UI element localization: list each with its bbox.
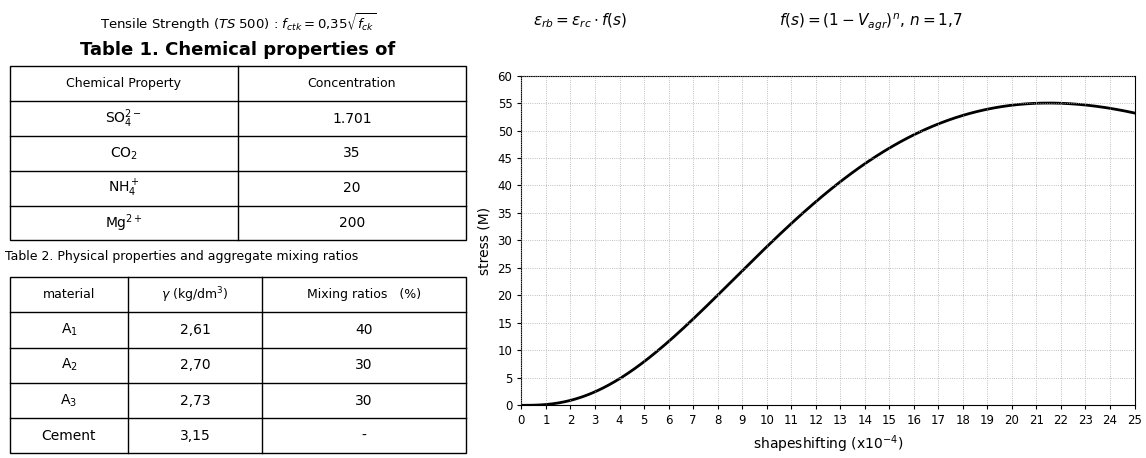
X-axis label: shapeshifting (x10$^{-4}$): shapeshifting (x10$^{-4}$) (753, 433, 903, 454)
Text: 2,61: 2,61 (180, 323, 211, 337)
Text: $\mathrm{NH_4^+}$: $\mathrm{NH_4^+}$ (108, 178, 140, 199)
Text: $\mathrm{A_2}$: $\mathrm{A_2}$ (61, 357, 78, 373)
Bar (9, 66, 466, 240)
Text: $\mathrm{Mg^{2+}}$: $\mathrm{Mg^{2+}}$ (104, 212, 142, 234)
Text: 30: 30 (355, 358, 372, 372)
Text: 1.701: 1.701 (332, 112, 371, 125)
Text: 30: 30 (355, 393, 372, 408)
Text: 35: 35 (343, 147, 361, 160)
Text: $\mathrm{SO_4^{2-}}$: $\mathrm{SO_4^{2-}}$ (105, 107, 142, 130)
Text: 40: 40 (355, 323, 372, 337)
Text: -: - (361, 429, 367, 443)
Text: Tensile Strength $(TS\;500)$ : $f_{ctk} = 0{,}35\sqrt{f_{ck}}$: Tensile Strength $(TS\;500)$ : $f_{ctk} … (100, 11, 376, 34)
Text: $\varepsilon_{rb} = \varepsilon_{rc} \cdot f(s)$: $\varepsilon_{rb} = \varepsilon_{rc} \cd… (533, 11, 627, 30)
Text: $\mathrm{A_3}$: $\mathrm{A_3}$ (61, 393, 78, 409)
Text: $\gamma$ (kg/dm$^3$): $\gamma$ (kg/dm$^3$) (162, 285, 229, 305)
Text: $\mathrm{A_1}$: $\mathrm{A_1}$ (61, 322, 78, 338)
Text: Table 1. Chemical properties of: Table 1. Chemical properties of (80, 41, 395, 59)
Text: Cement: Cement (41, 429, 96, 443)
Bar (9, 277, 466, 453)
Text: $f(s) = (1 - V_{agr})^n,\, n = 1{,}7$: $f(s) = (1 - V_{agr})^n,\, n = 1{,}7$ (779, 11, 963, 33)
Text: Concentration: Concentration (307, 77, 397, 90)
Y-axis label: stress (M): stress (M) (478, 207, 492, 274)
Text: 20: 20 (343, 181, 361, 195)
Text: 200: 200 (339, 216, 366, 230)
Text: Mixing ratios   (%): Mixing ratios (%) (307, 288, 421, 301)
Text: Chemical Property: Chemical Property (66, 77, 181, 90)
Text: 3,15: 3,15 (180, 429, 211, 443)
Text: Table 2. Physical properties and aggregate mixing ratios: Table 2. Physical properties and aggrega… (5, 250, 358, 262)
Text: $\mathrm{CO_2}$: $\mathrm{CO_2}$ (110, 145, 138, 162)
Text: material: material (42, 288, 95, 301)
Text: 2,73: 2,73 (180, 393, 211, 408)
Text: 2,70: 2,70 (180, 358, 211, 372)
